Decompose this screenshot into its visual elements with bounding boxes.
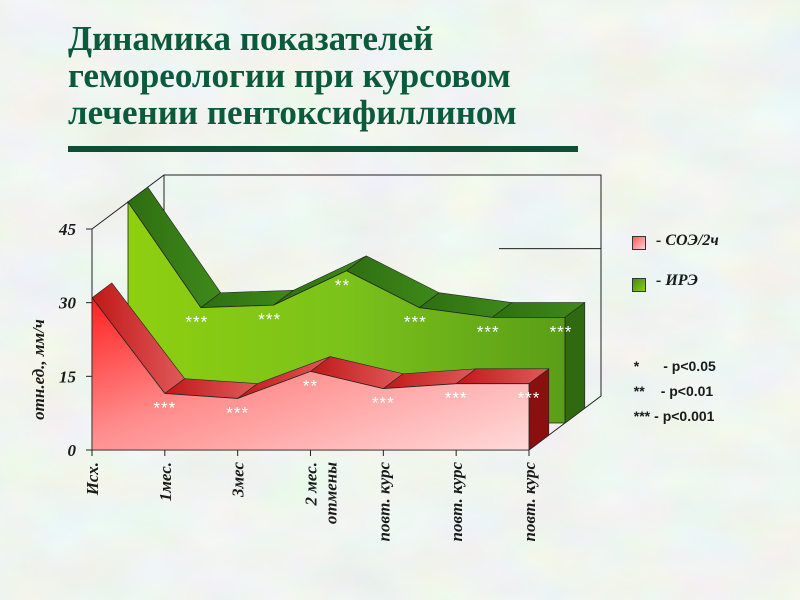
- significance-mark-soe: ***: [372, 394, 395, 413]
- significance-mark-ire: ***: [185, 313, 208, 332]
- significance-row-1: * - p<0.05: [626, 342, 716, 374]
- legend-swatch-ire: [632, 278, 646, 292]
- significance-mark-ire: ***: [477, 322, 500, 341]
- significance-text: - p<0.001: [654, 408, 715, 424]
- y-tick-label: 45: [58, 220, 77, 239]
- x-tick-label: повт. курс: [447, 462, 466, 542]
- significance-mark-ire: ***: [258, 310, 281, 329]
- significance-stars: **: [633, 383, 645, 399]
- y-tick-label: 30: [58, 294, 77, 313]
- significance-mark-soe: ***: [445, 389, 468, 408]
- significance-mark-ire: ***: [404, 313, 427, 332]
- slide-title: Динамика показателей гемореологии при ку…: [68, 19, 517, 132]
- x-tick-label: повт. курс: [520, 462, 539, 542]
- y-axis-label: отн.ед., мм/ч: [29, 319, 48, 420]
- title-underline: [68, 146, 578, 152]
- significance-stars: *: [633, 358, 640, 374]
- significance-row-3: *** - p<0.001: [626, 392, 715, 424]
- x-tick-label: 1мес.: [156, 462, 175, 501]
- significance-mark-soe: ***: [153, 399, 176, 418]
- x-tick-label: Исх.: [83, 462, 102, 496]
- x-tick-label: 2 мес.: [302, 462, 321, 507]
- y-tick-label: 0: [68, 441, 77, 460]
- significance-mark-soe: ***: [518, 389, 541, 408]
- x-tick-label: отмены: [322, 462, 341, 524]
- significance-stars: ***: [633, 408, 651, 424]
- x-tick-label: 3мес: [229, 462, 248, 498]
- area-face-ire: [127, 200, 566, 424]
- significance-row-2: ** - p<0.01: [626, 367, 713, 399]
- y-tick-label: 15: [59, 367, 77, 386]
- significance-text: - p<0.01: [660, 383, 714, 399]
- significance-mark-ire: **: [335, 276, 350, 295]
- area-side-ire: [564, 301, 586, 424]
- legend-label-ire: - ИРЭ: [656, 272, 698, 289]
- legend-swatch-soe: [632, 236, 646, 250]
- area-face-soe: [91, 296, 530, 451]
- significance-text: - p<0.05: [663, 358, 716, 374]
- significance-mark-soe: ***: [226, 403, 249, 422]
- significance-mark-ire: ***: [550, 322, 573, 341]
- significance-mark-soe: **: [303, 376, 318, 395]
- x-tick-label: повт. курс: [374, 462, 393, 542]
- legend-label-soe: - СОЭ/2ч: [656, 232, 719, 249]
